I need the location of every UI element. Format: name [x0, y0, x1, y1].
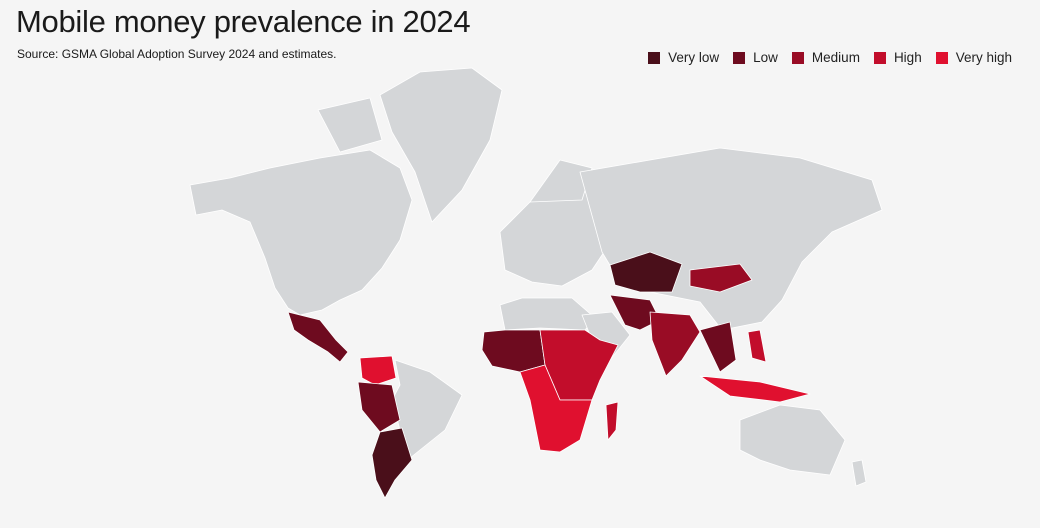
india	[649, 311, 701, 377]
legend-label: High	[893, 50, 922, 65]
scandinavia	[529, 159, 593, 203]
west-africa	[481, 329, 546, 373]
middle-east-south-asia	[609, 294, 661, 331]
new-zealand	[851, 459, 867, 487]
argentina-region	[371, 427, 413, 499]
mongolia	[689, 263, 753, 293]
legend-item-very-low: Very low	[648, 50, 719, 65]
legend-label: Very low	[668, 50, 720, 65]
philippines	[747, 329, 767, 363]
australia	[739, 404, 846, 476]
legend-swatch	[733, 51, 746, 64]
legend: Very low Low Medium High Very high	[648, 50, 1012, 65]
legend-swatch	[791, 51, 804, 64]
greenland	[379, 67, 503, 223]
legend-item-very-high: Very high	[935, 50, 1012, 65]
legend-swatch	[873, 51, 886, 64]
map-title: Mobile money prevalence in 2024	[16, 4, 471, 39]
legend-item-low: Low	[733, 50, 778, 65]
southeast-asia	[699, 321, 737, 373]
southern-africa	[519, 364, 593, 453]
mexico-central-america	[287, 311, 349, 363]
arctic-islands	[317, 97, 383, 153]
legend-item-high: High	[873, 50, 922, 65]
legend-item-medium: Medium	[791, 50, 860, 65]
source-note: Source: GSMA Global Adoption Survey 2024…	[17, 47, 337, 61]
legend-label: Medium	[811, 50, 860, 65]
legend-swatch	[935, 51, 948, 64]
kazakhstan	[609, 251, 683, 293]
legend-label: Very high	[955, 50, 1012, 65]
madagascar	[605, 401, 619, 441]
north-africa	[499, 297, 596, 331]
legend-label: Low	[753, 50, 778, 65]
north-america	[189, 149, 413, 316]
indonesia	[699, 375, 811, 403]
colombia-region	[359, 355, 397, 386]
legend-swatch	[648, 51, 661, 64]
peru-bolivia-region	[357, 381, 401, 433]
brazil	[391, 359, 463, 463]
